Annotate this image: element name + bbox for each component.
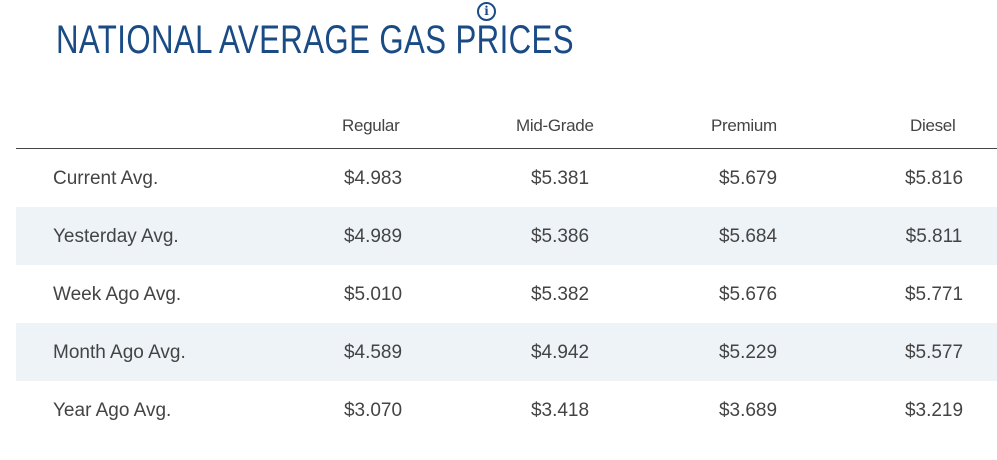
mid-grade-price: $5.386 [530,226,590,247]
premium-price: $5.679 [718,168,778,189]
gas-prices-table: Regular Mid-Grade Premium Diesel Current… [16,100,997,439]
regular-price: $4.983 [343,168,403,189]
diesel-price: $5.811 [905,226,963,247]
row-label: Month Ago Avg. [53,342,186,363]
regular-price: $4.989 [343,226,403,247]
column-header-premium: Premium [711,116,777,135]
regular-price: $4.589 [343,342,403,363]
diesel-price: $5.816 [904,168,964,189]
row-label: Year Ago Avg. [53,400,172,421]
row-label: Yesterday Avg. [53,226,179,247]
mid-grade-price: $5.381 [530,168,590,189]
row-label: Week Ago Avg. [53,284,182,305]
row-label: Current Avg. [53,168,159,189]
premium-price: $5.229 [718,342,778,363]
mid-grade-price: $4.942 [530,342,590,363]
table-row-current: Current Avg. $4.983 $5.381 $5.679 $5.816 [16,149,997,207]
table-row-week-ago: Week Ago Avg. $5.010 $5.382 $5.676 $5.77… [16,265,997,323]
column-header-mid-grade: Mid-Grade [516,116,594,135]
column-header-diesel: Diesel [910,116,956,135]
page-title: NATIONAL AVERAGE GAS PRICES [56,18,574,62]
diesel-price: $5.771 [904,284,964,305]
info-icon[interactable]: i [477,2,496,21]
table-row-month-ago: Month Ago Avg. $4.589 $4.942 $5.229 $5.5… [16,323,997,381]
regular-price: $3.070 [343,400,403,421]
table-row-yesterday: Yesterday Avg. $4.989 $5.386 $5.684 $5.8… [16,207,997,265]
premium-price: $5.684 [718,226,778,247]
table-header-row: Regular Mid-Grade Premium Diesel [16,100,997,149]
diesel-price: $3.219 [904,400,964,421]
mid-grade-price: $5.382 [530,284,590,305]
diesel-price: $5.577 [904,342,964,363]
premium-price: $5.676 [718,284,778,305]
table-row-year-ago: Year Ago Avg. $3.070 $3.418 $3.689 $3.21… [16,381,997,439]
premium-price: $3.689 [718,400,778,421]
regular-price: $5.010 [343,284,403,305]
page-header: NATIONAL AVERAGE GAS PRICES [56,8,720,64]
column-header-regular: Regular [342,116,400,135]
mid-grade-price: $3.418 [530,400,590,421]
